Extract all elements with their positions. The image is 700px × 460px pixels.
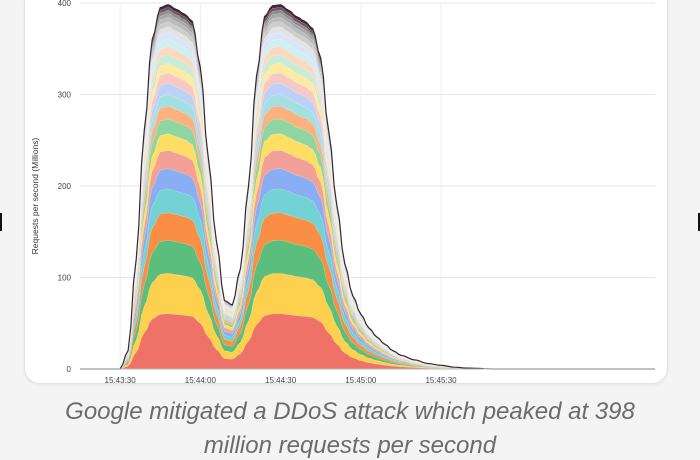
area-series-20 (80, 21, 655, 370)
area-series-4 (80, 212, 655, 370)
area-series-8 (80, 133, 655, 370)
area-series-2 (80, 273, 655, 370)
y-tick-label: 400 (58, 0, 72, 8)
y-tick-label: 100 (58, 274, 72, 283)
area-series-12 (80, 83, 655, 370)
y-tick-label: 200 (58, 182, 72, 191)
area-series-19 (80, 26, 655, 370)
window-edge-marker-left (0, 213, 2, 231)
y-tick-label: 0 (67, 365, 72, 374)
y-tick-label: 300 (58, 91, 72, 100)
area-series-14 (80, 63, 655, 370)
area-series-23 (80, 10, 655, 370)
x-tick-label: 15:44:00 (185, 376, 217, 383)
window-edge-marker-right (698, 213, 700, 231)
area-series-11 (80, 94, 655, 370)
stacked-area-series (80, 4, 655, 370)
area-series-15 (80, 54, 655, 370)
area-series-22 (80, 13, 655, 370)
y-axis-label: Requests per second (Millions) (30, 137, 40, 254)
area-series-5 (80, 188, 655, 370)
x-tick-label: 15:45:30 (425, 376, 457, 383)
x-tick-label: 15:45:00 (345, 376, 377, 383)
area-series-24 (80, 7, 655, 370)
area-series-18 (80, 32, 655, 370)
x-tick-label: 15:43:30 (105, 376, 137, 383)
x-tick-label: 15:44:30 (265, 376, 297, 383)
area-series-13 (80, 72, 655, 370)
area-series-16 (80, 46, 655, 370)
chart-caption-line-1: Google mitigated a DDoS attack which pea… (65, 398, 635, 425)
chart-card: 0 100 200 300 400 15:43:30 15:44:00 15:44:30 15:… (24, 0, 668, 384)
area-series-21 (80, 17, 655, 370)
chart-caption-line-2: million requests per second (203, 432, 497, 459)
area-series-17 (80, 39, 655, 370)
chart-svg: 0 100 200 300 400 15:43:30 15:44:00 15:44:30 15:… (30, 0, 655, 383)
